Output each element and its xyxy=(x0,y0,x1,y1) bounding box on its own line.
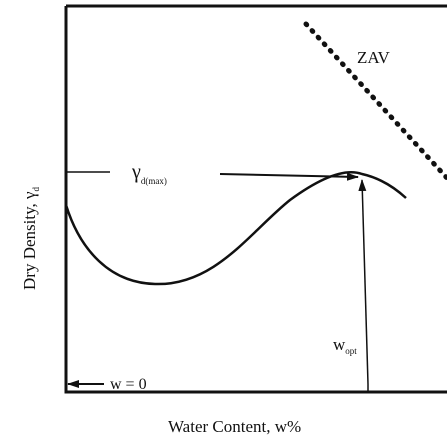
compaction-curve xyxy=(64,171,407,286)
y-axis-subscript: d xyxy=(31,187,41,192)
w-opt-subscript: opt xyxy=(345,346,357,356)
w-zero-label: w = 0 xyxy=(110,376,147,393)
gamma-max-label: γd(max) xyxy=(131,161,167,186)
y-axis-label: Dry Density, γd xyxy=(20,187,41,290)
w-opt-arrow xyxy=(358,179,369,385)
gamma-max-arrow xyxy=(219,172,359,181)
zav-line xyxy=(303,21,447,181)
x-axis-label: Water Content, w% xyxy=(168,417,301,436)
w-opt-label: wopt xyxy=(333,335,357,356)
frame xyxy=(64,4,447,394)
gamma-symbol: γ xyxy=(131,161,141,183)
w-opt-symbol: w xyxy=(333,335,346,354)
y-axis-text: Dry Density, γ xyxy=(20,191,39,290)
zav-label: ZAV xyxy=(357,48,390,67)
gamma-subscript: d(max) xyxy=(141,176,167,186)
